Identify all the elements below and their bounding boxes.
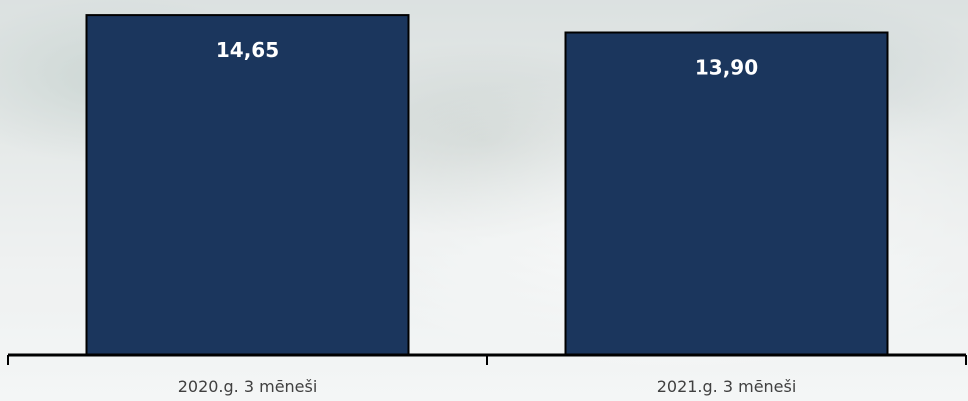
- x-tick-label-2: 2021.g. 3 mēneši: [657, 377, 797, 396]
- x-axis-labels: 2020.g. 3 mēneši 2021.g. 3 mēneši: [178, 377, 797, 396]
- x-tick-label-1: 2020.g. 3 mēneši: [178, 377, 318, 396]
- data-label-1: 14,65: [216, 38, 279, 62]
- bars-layer: 14,65 13,90: [85, 14, 889, 356]
- data-label-2: 13,90: [695, 56, 758, 80]
- bar-1: [85, 14, 410, 356]
- bar-2: [564, 31, 889, 356]
- x-axis-ticks: [7, 355, 967, 365]
